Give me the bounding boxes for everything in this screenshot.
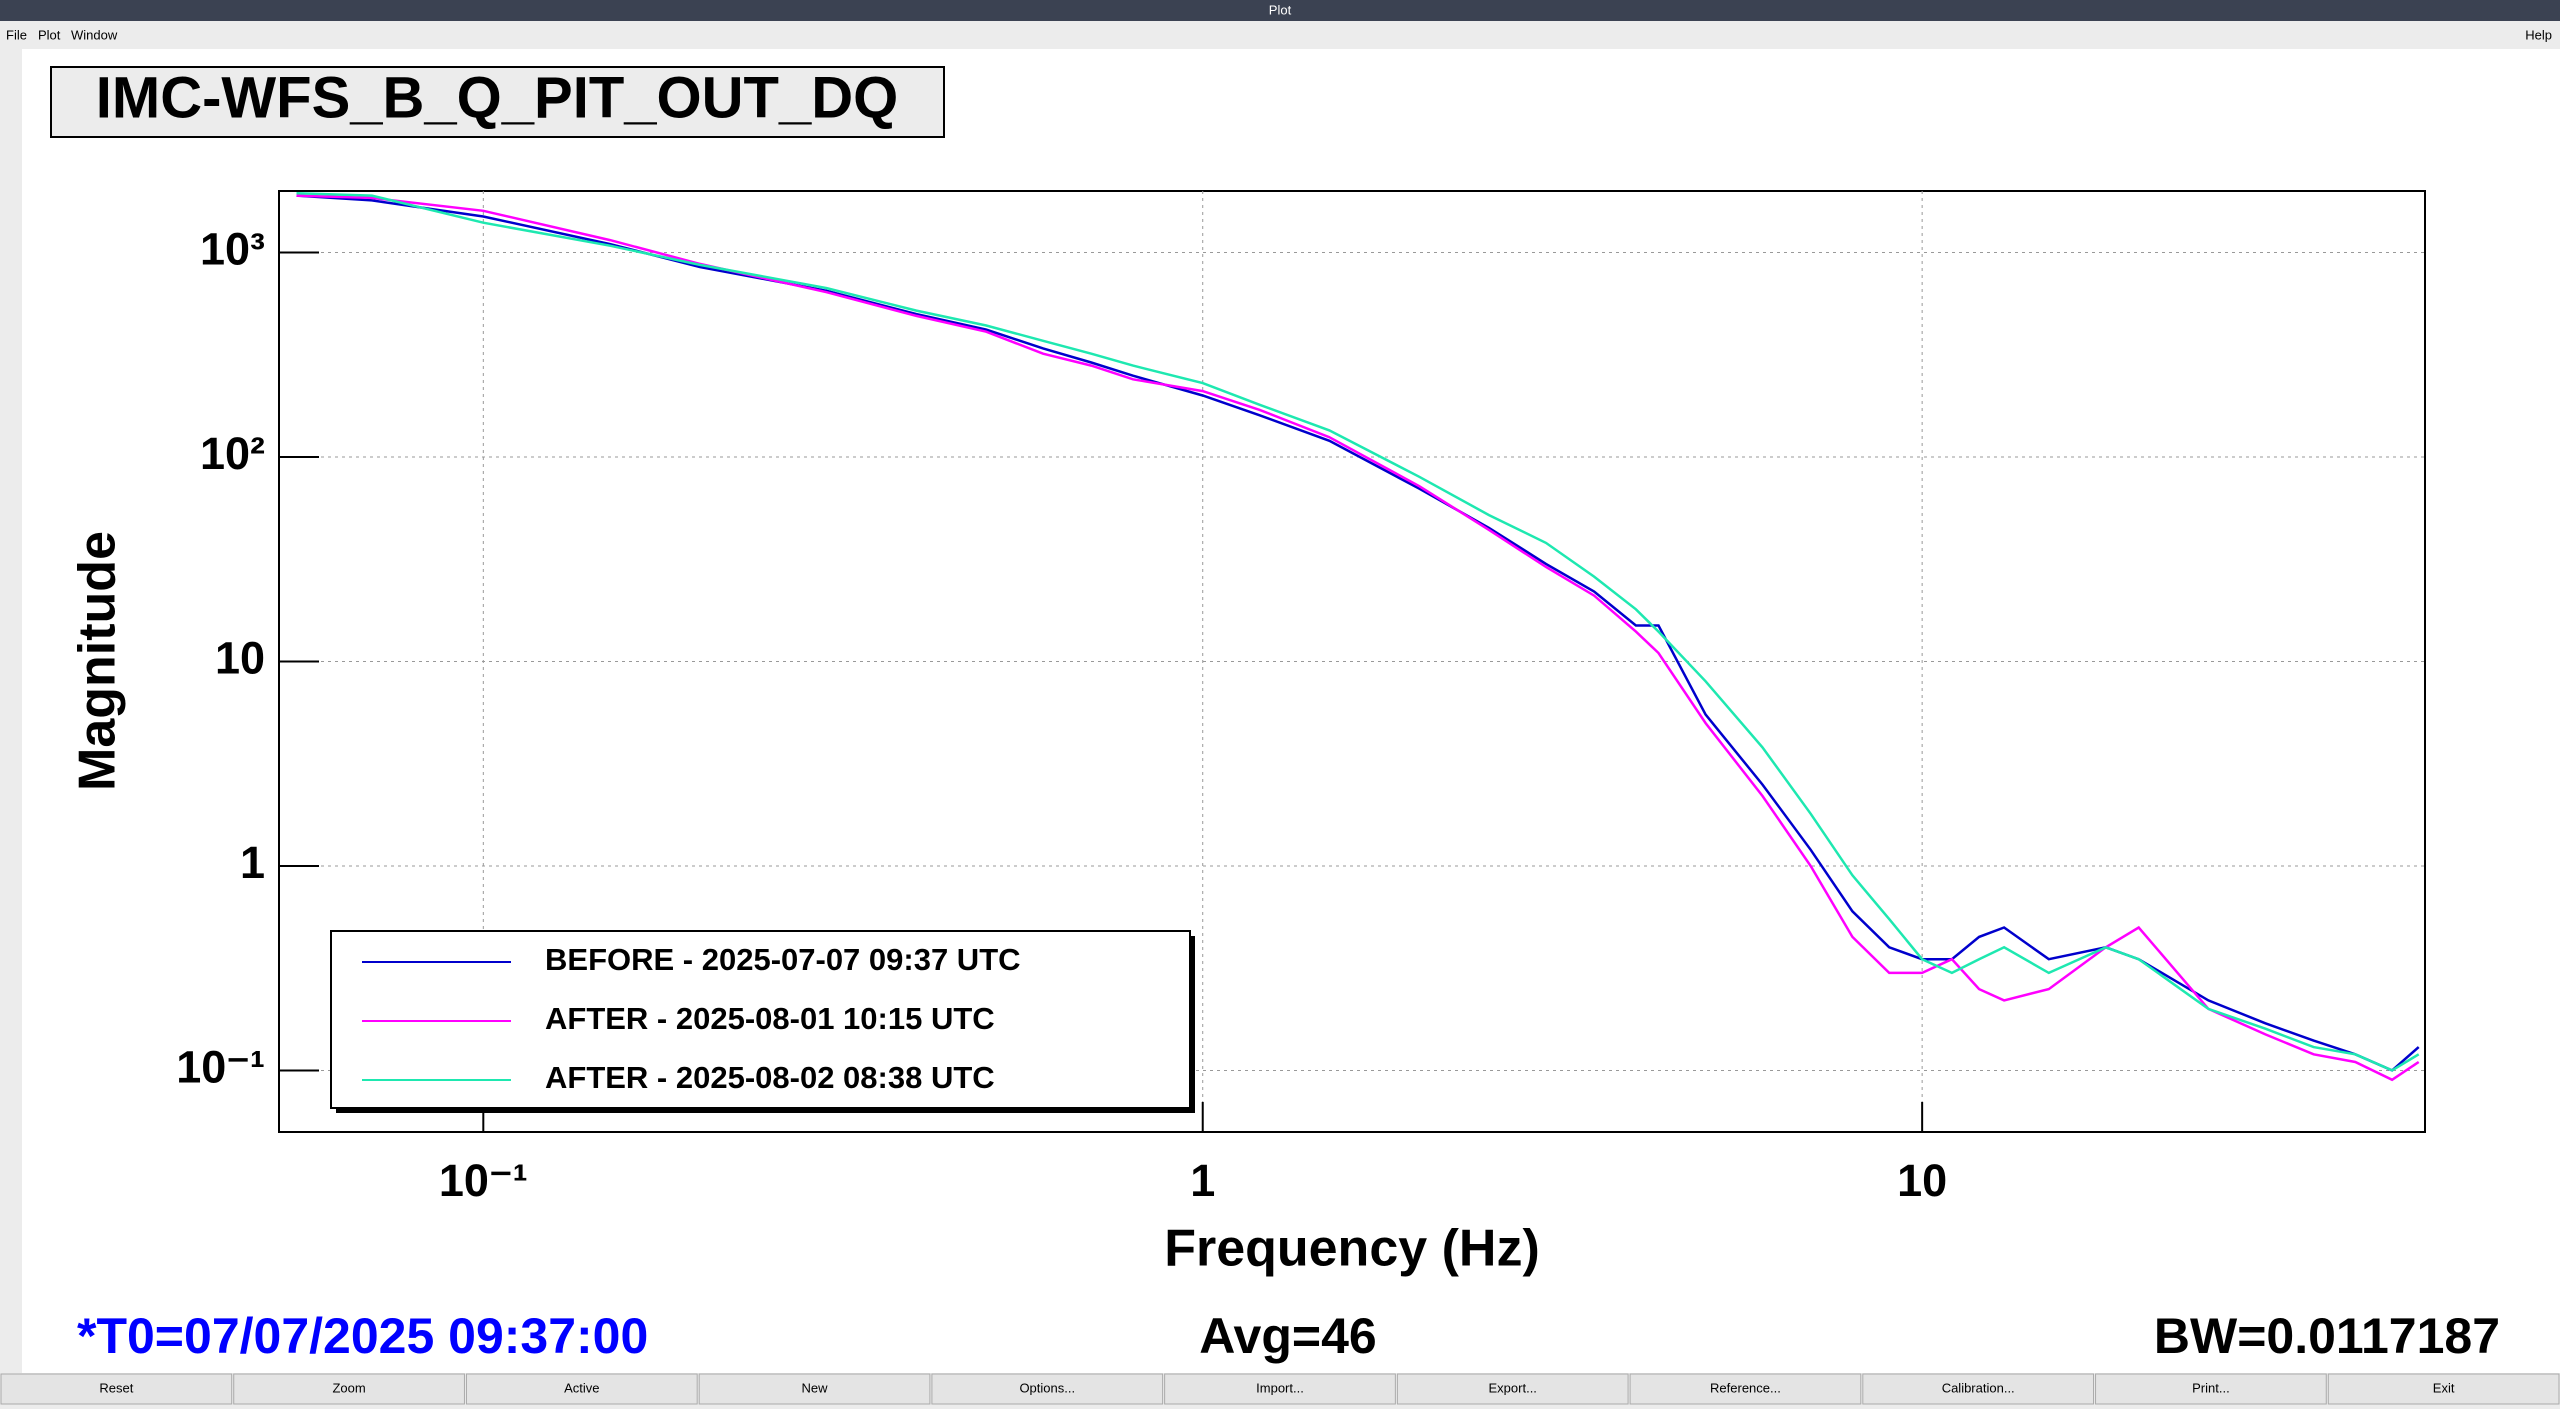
menu-bar <box>0 21 2560 49</box>
button[interactable] <box>2095 1373 2327 1405</box>
y-axis-label: Magnitude <box>69 531 127 791</box>
button[interactable] <box>233 1373 465 1405</box>
y-tick-label: 10³ <box>200 223 265 274</box>
button-bar: Reset Zoom Active New Options... Import... Exp… <box>0 1373 2560 1409</box>
plot: 10⁻¹ 1 10 10⁻¹ 1 10 10² 10³ BEFORE - 2025-07-07 … <box>176 190 2426 1206</box>
button[interactable] <box>465 1373 698 1405</box>
x-tick-label: 1 <box>1190 1155 1215 1206</box>
y-tick-label: 10² <box>200 428 265 479</box>
title-box <box>50 66 945 138</box>
window-title: Plot <box>1269 2 1292 17</box>
y-tick-label: 10⁻¹ <box>176 1041 265 1092</box>
button-label[interactable]: Options... <box>1019 1380 1075 1395</box>
menu-plot[interactable]: Plot <box>38 27 61 42</box>
y-tick-label: 10 <box>215 632 265 683</box>
avg-label: Avg=46 <box>1199 1308 1376 1364</box>
button-label[interactable]: Print... <box>2192 1380 2230 1395</box>
legend-box <box>330 930 1191 1109</box>
title-bar <box>0 0 2560 21</box>
button[interactable] <box>0 1373 233 1405</box>
button-label[interactable]: Zoom <box>332 1380 365 1395</box>
side-bar <box>0 49 22 1373</box>
button-label[interactable]: Reset <box>99 1380 133 1395</box>
button-label[interactable]: Calibration... <box>1942 1380 2015 1395</box>
legend-label: BEFORE - 2025-07-07 09:37 UTC <box>545 942 1021 977</box>
menu-help[interactable]: Help <box>2525 27 2552 42</box>
x-tick-label: 10 <box>1897 1155 1947 1206</box>
bw-label: BW=0.0117187 <box>2154 1308 2500 1364</box>
button-label[interactable]: New <box>802 1380 829 1395</box>
menu-window[interactable]: Window <box>71 27 118 42</box>
menu-file[interactable]: File <box>6 27 27 42</box>
series-line <box>296 194 2420 1082</box>
button[interactable] <box>1164 1373 1396 1405</box>
x-tick-label: 10⁻¹ <box>439 1155 528 1206</box>
button[interactable] <box>931 1373 1164 1405</box>
button[interactable] <box>698 1373 931 1405</box>
button[interactable] <box>1862 1373 2095 1405</box>
legend-label: AFTER - 2025-08-01 10:15 UTC <box>545 1001 995 1036</box>
button-label[interactable]: Exit <box>2433 1380 2455 1395</box>
chart-title: IMC-WFS_B_Q_PIT_OUT_DQ <box>96 65 898 130</box>
button[interactable] <box>1629 1373 1862 1405</box>
t0-label: *T0=07/07/2025 09:37:00 <box>77 1308 648 1364</box>
button-label[interactable]: Import... <box>1256 1380 1304 1395</box>
button-label[interactable]: Reference... <box>1710 1380 1781 1395</box>
button-label[interactable]: Export... <box>1489 1380 1537 1395</box>
legend-label: AFTER - 2025-08-02 08:38 UTC <box>545 1060 995 1095</box>
button-label[interactable]: Active <box>564 1380 599 1395</box>
y-tick-label: 1 <box>240 837 265 888</box>
button[interactable] <box>1396 1373 1629 1405</box>
series-line <box>296 191 2420 1072</box>
x-axis-label: Frequency (Hz) <box>1164 1220 1540 1278</box>
button[interactable] <box>2327 1373 2560 1405</box>
